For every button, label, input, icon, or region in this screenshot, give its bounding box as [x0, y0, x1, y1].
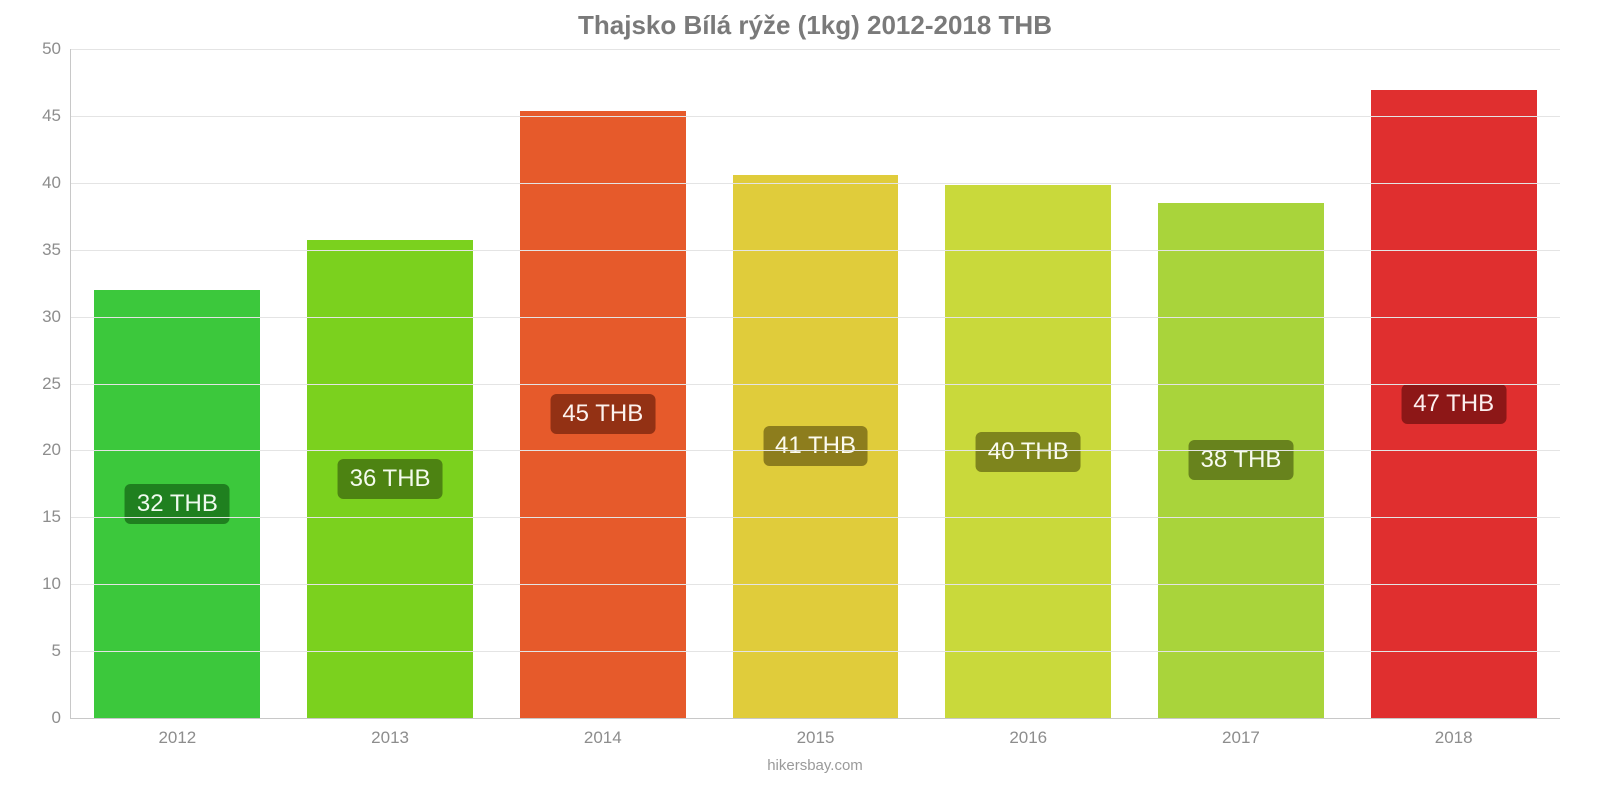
bar-value-label: 40 THB: [976, 432, 1081, 472]
chart-title: Thajsko Bílá rýže (1kg) 2012-2018 THB: [70, 10, 1560, 41]
bar-value-label: 36 THB: [338, 459, 443, 499]
xtick-label: 2016: [1009, 728, 1047, 748]
ytick-label: 15: [42, 507, 61, 527]
gridline: [71, 384, 1560, 385]
ytick-label: 35: [42, 240, 61, 260]
xtick-label: 2015: [797, 728, 835, 748]
ytick-label: 0: [52, 708, 61, 728]
chart-container: Thajsko Bílá rýže (1kg) 2012-2018 THB 32…: [0, 0, 1600, 800]
ytick-label: 40: [42, 173, 61, 193]
gridline: [71, 250, 1560, 251]
gridline: [71, 49, 1560, 50]
ytick-label: 20: [42, 440, 61, 460]
xtick-label: 2014: [584, 728, 622, 748]
ytick-label: 5: [52, 641, 61, 661]
xtick-label: 2012: [158, 728, 196, 748]
bar: 40 THB: [945, 185, 1111, 718]
gridline: [71, 183, 1560, 184]
bar: 45 THB: [520, 111, 686, 718]
bar-value-label: 45 THB: [550, 394, 655, 434]
gridline: [71, 450, 1560, 451]
bar: 38 THB: [1158, 203, 1324, 718]
ytick-label: 45: [42, 106, 61, 126]
ytick-label: 50: [42, 39, 61, 59]
xtick-label: 2017: [1222, 728, 1260, 748]
ytick-label: 30: [42, 307, 61, 327]
ytick-label: 10: [42, 574, 61, 594]
source-label: hikersbay.com: [70, 757, 1560, 774]
bar-value-label: 47 THB: [1401, 384, 1506, 424]
bar: 32 THB: [94, 290, 260, 718]
bar: 41 THB: [733, 175, 899, 718]
ytick-label: 25: [42, 374, 61, 394]
gridline: [71, 317, 1560, 318]
bar-value-label: 38 THB: [1188, 440, 1293, 480]
gridline: [71, 651, 1560, 652]
plot-area: 32 THB201236 THB201345 THB201441 THB2015…: [70, 49, 1560, 719]
gridline: [71, 517, 1560, 518]
xtick-label: 2018: [1435, 728, 1473, 748]
bar: 36 THB: [307, 240, 473, 718]
xtick-label: 2013: [371, 728, 409, 748]
bar-value-label: 41 THB: [763, 426, 868, 466]
gridline: [71, 116, 1560, 117]
gridline: [71, 584, 1560, 585]
bar: 47 THB: [1371, 90, 1537, 718]
